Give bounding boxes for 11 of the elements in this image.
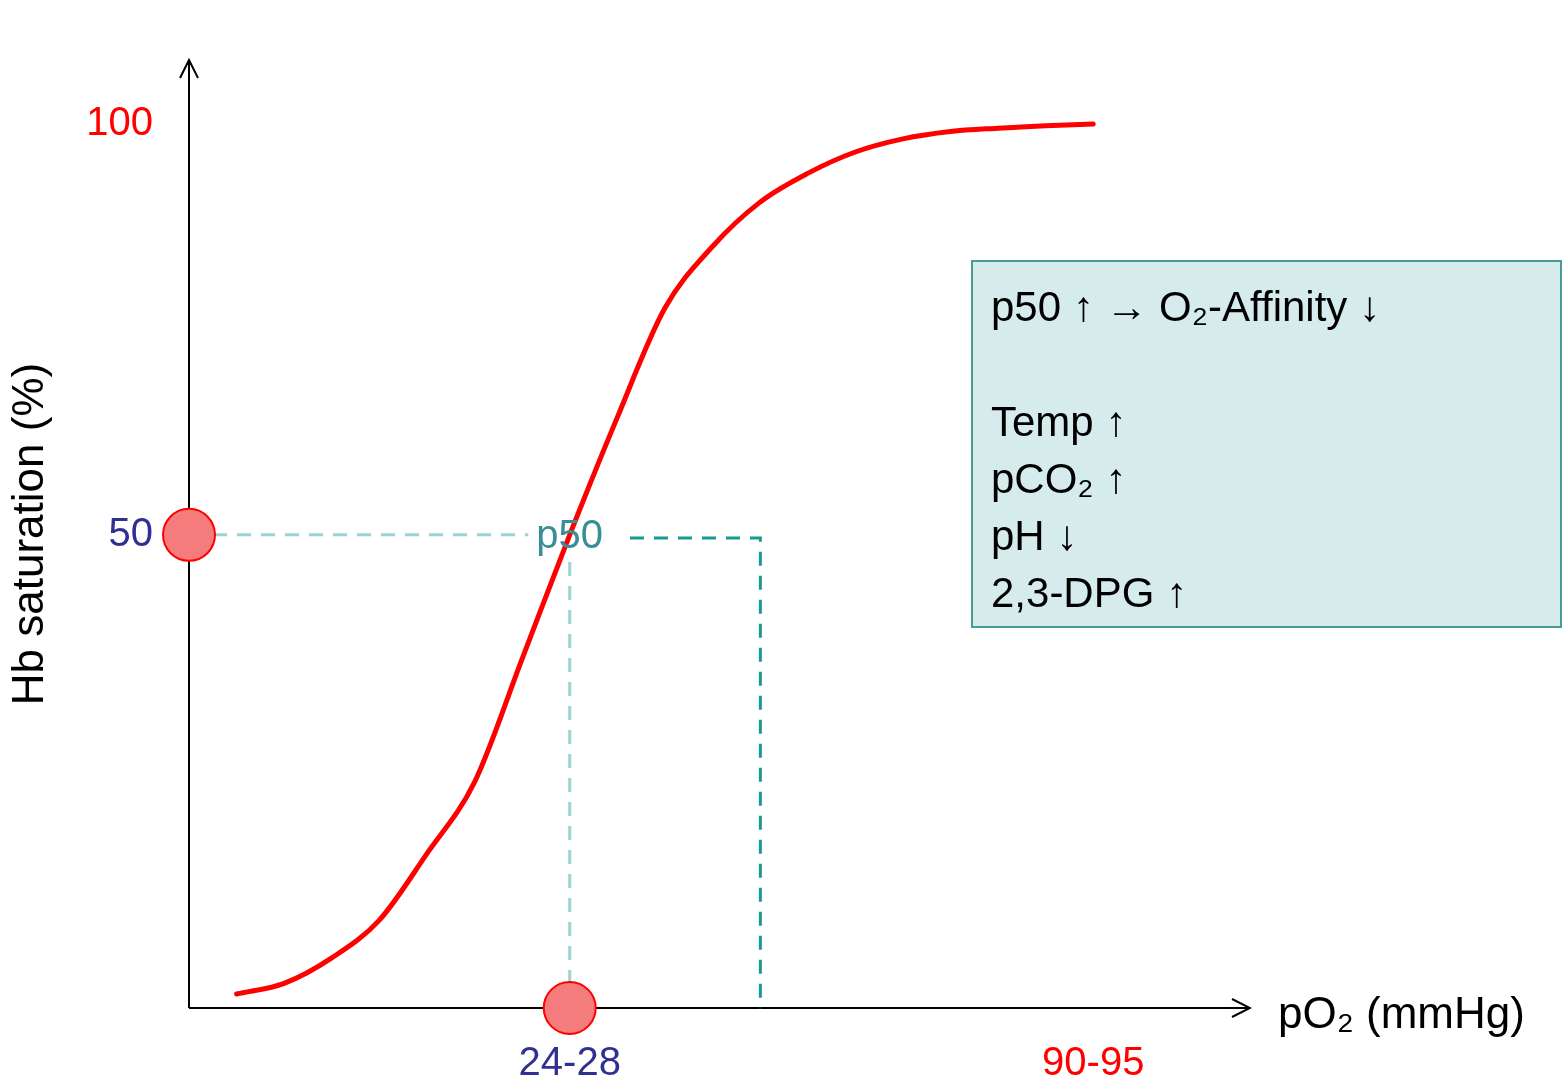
annotation: pCO₂ ↑ xyxy=(991,454,1128,504)
annotation: 2,3-DPG ↑ xyxy=(991,568,1189,618)
y-axis-title: Hb saturation (%) xyxy=(2,362,52,706)
annotation: Temp ↑ xyxy=(991,397,1128,447)
annotation: p50 ↑ → O₂-Affinity ↓ xyxy=(991,282,1381,332)
x-tick-label: 24-28 xyxy=(518,1039,621,1084)
y-tick-label: 100 xyxy=(86,99,153,144)
annotation: pH ↓ xyxy=(991,511,1079,561)
x-axis-title: pO₂ (mmHg) xyxy=(1278,988,1525,1038)
y-tick-label: 50 xyxy=(108,509,153,554)
x-tick-label: 90-95 xyxy=(1042,1039,1145,1084)
